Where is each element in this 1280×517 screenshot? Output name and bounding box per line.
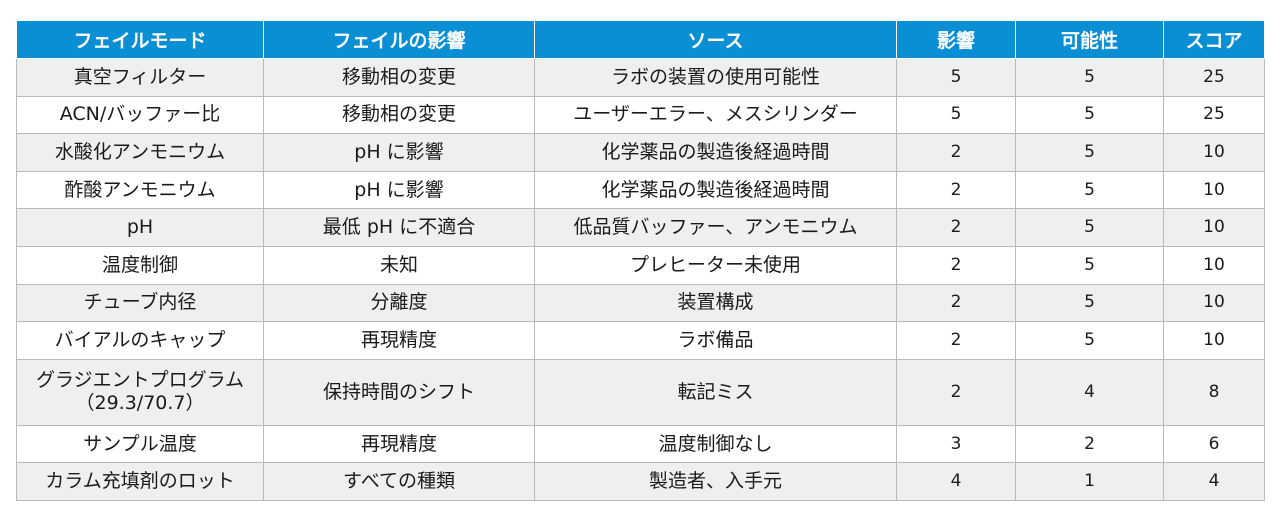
cell-failure-effect: pH に影響 bbox=[263, 133, 535, 172]
cell-impact: 5 bbox=[896, 58, 1016, 97]
header-impact: 影響 bbox=[896, 20, 1016, 59]
cell-impact: 2 bbox=[896, 170, 1016, 210]
cell-failure-effect: 最低 pH に不適合 bbox=[263, 208, 535, 247]
header-row: フェイルモード フェイルの影響 ソース 影響 可能性 スコア bbox=[16, 20, 1265, 59]
header-source: ソース bbox=[534, 20, 897, 59]
cell-impact: 2 bbox=[896, 245, 1016, 285]
cell-failure-mode: 酢酸アンモニウム bbox=[16, 170, 264, 210]
cell-impact: 3 bbox=[896, 424, 1016, 464]
cell-score: 10 bbox=[1163, 170, 1265, 210]
cell-impact: 4 bbox=[896, 462, 1016, 501]
cell-impact: 2 bbox=[896, 283, 1016, 323]
header-likelihood: 可能性 bbox=[1015, 20, 1164, 59]
cell-failure-effect: すべての種類 bbox=[263, 462, 535, 501]
cell-source: プレヒーター未使用 bbox=[534, 245, 897, 285]
table-row: カラム充填剤のロット すべての種類 製造者、入手元 4 1 4 bbox=[16, 462, 1265, 501]
cell-failure-effect: 再現精度 bbox=[263, 424, 535, 464]
cell-failure-effect: pH に影響 bbox=[263, 170, 535, 210]
cell-source: 化学薬品の製造後経過時間 bbox=[534, 133, 897, 172]
table-row: 温度制御 未知 プレヒーター未使用 2 5 10 bbox=[16, 245, 1265, 285]
cell-impact: 2 bbox=[896, 133, 1016, 172]
cell-source: 装置構成 bbox=[534, 283, 897, 323]
table-row: ACN/バッファー比 移動相の変更 ユーザーエラー、メスシリンダー 5 5 25 bbox=[16, 95, 1265, 135]
cell-failure-effect: 未知 bbox=[263, 245, 535, 285]
cell-failure-mode: pH bbox=[16, 208, 264, 247]
cell-failure-effect: 移動相の変更 bbox=[263, 95, 535, 135]
cell-failure-mode: サンプル温度 bbox=[16, 424, 264, 464]
table-body: 真空フィルター 移動相の変更 ラボの装置の使用可能性 5 5 25 ACN/バッ… bbox=[16, 58, 1265, 501]
cell-likelihood: 5 bbox=[1015, 321, 1164, 360]
table-row: グラジエントプログラム （29.3/70.7） 保持時間のシフト 転記ミス 2 … bbox=[16, 358, 1265, 426]
cell-likelihood: 5 bbox=[1015, 170, 1164, 210]
cell-score: 8 bbox=[1163, 358, 1265, 426]
cell-failure-effect: 分離度 bbox=[263, 283, 535, 323]
cell-failure-effect: 保持時間のシフト bbox=[263, 358, 535, 426]
table-row: チューブ内径 分離度 装置構成 2 5 10 bbox=[16, 283, 1265, 323]
cell-score: 25 bbox=[1163, 58, 1265, 97]
cell-likelihood: 5 bbox=[1015, 245, 1164, 285]
table-row: 酢酸アンモニウム pH に影響 化学薬品の製造後経過時間 2 5 10 bbox=[16, 170, 1265, 210]
header-score: スコア bbox=[1163, 20, 1265, 59]
cell-impact: 2 bbox=[896, 321, 1016, 360]
cell-likelihood: 5 bbox=[1015, 133, 1164, 172]
cell-source: 低品質バッファー、アンモニウム bbox=[534, 208, 897, 247]
cell-failure-mode-line2: （29.3/70.7） bbox=[75, 392, 205, 415]
cell-score: 10 bbox=[1163, 133, 1265, 172]
cell-failure-effect: 移動相の変更 bbox=[263, 58, 535, 97]
table-row: 水酸化アンモニウム pH に影響 化学薬品の製造後経過時間 2 5 10 bbox=[16, 133, 1265, 172]
table-row: バイアルのキャップ 再現精度 ラボ備品 2 5 10 bbox=[16, 321, 1265, 360]
cell-likelihood: 2 bbox=[1015, 424, 1164, 464]
cell-likelihood: 5 bbox=[1015, 58, 1164, 97]
cell-failure-mode: チューブ内径 bbox=[16, 283, 264, 323]
cell-likelihood: 1 bbox=[1015, 462, 1164, 501]
cell-source: 製造者、入手元 bbox=[534, 462, 897, 501]
cell-failure-mode: 水酸化アンモニウム bbox=[16, 133, 264, 172]
cell-score: 4 bbox=[1163, 462, 1265, 501]
cell-failure-mode: 真空フィルター bbox=[16, 58, 264, 97]
cell-likelihood: 5 bbox=[1015, 95, 1164, 135]
cell-score: 10 bbox=[1163, 245, 1265, 285]
cell-source: 転記ミス bbox=[534, 358, 897, 426]
table-row: pH 最低 pH に不適合 低品質バッファー、アンモニウム 2 5 10 bbox=[16, 208, 1265, 247]
cell-failure-mode: カラム充填剤のロット bbox=[16, 462, 264, 501]
cell-likelihood: 4 bbox=[1015, 358, 1164, 426]
cell-failure-mode: 温度制御 bbox=[16, 245, 264, 285]
cell-source: ラボ備品 bbox=[534, 321, 897, 360]
cell-impact: 2 bbox=[896, 208, 1016, 247]
cell-failure-mode-line1: グラジエントプログラム bbox=[35, 369, 245, 392]
table-header: フェイルモード フェイルの影響 ソース 影響 可能性 スコア bbox=[16, 20, 1265, 59]
header-failure-effect: フェイルの影響 bbox=[263, 20, 535, 59]
table-row: サンプル温度 再現精度 温度制御なし 3 2 6 bbox=[16, 424, 1265, 464]
cell-failure-mode: ACN/バッファー比 bbox=[16, 95, 264, 135]
cell-source: 温度制御なし bbox=[534, 424, 897, 464]
cell-source: ユーザーエラー、メスシリンダー bbox=[534, 95, 897, 135]
cell-source: 化学薬品の製造後経過時間 bbox=[534, 170, 897, 210]
cell-impact: 2 bbox=[896, 358, 1016, 426]
cell-failure-mode: バイアルのキャップ bbox=[16, 321, 264, 360]
cell-likelihood: 5 bbox=[1015, 208, 1164, 247]
cell-impact: 5 bbox=[896, 95, 1016, 135]
cell-score: 10 bbox=[1163, 208, 1265, 247]
cell-score: 25 bbox=[1163, 95, 1265, 135]
cell-score: 10 bbox=[1163, 283, 1265, 323]
fmea-table: フェイルモード フェイルの影響 ソース 影響 可能性 スコア 真空フィルター 移… bbox=[16, 20, 1265, 501]
cell-likelihood: 5 bbox=[1015, 283, 1164, 323]
cell-score: 6 bbox=[1163, 424, 1265, 464]
cell-score: 10 bbox=[1163, 321, 1265, 360]
cell-failure-mode: グラジエントプログラム （29.3/70.7） bbox=[16, 358, 264, 426]
header-failure-mode: フェイルモード bbox=[16, 20, 264, 59]
cell-failure-effect: 再現精度 bbox=[263, 321, 535, 360]
table-row: 真空フィルター 移動相の変更 ラボの装置の使用可能性 5 5 25 bbox=[16, 58, 1265, 97]
cell-source: ラボの装置の使用可能性 bbox=[534, 58, 897, 97]
fmea-table-container: フェイルモード フェイルの影響 ソース 影響 可能性 スコア 真空フィルター 移… bbox=[16, 20, 1265, 501]
